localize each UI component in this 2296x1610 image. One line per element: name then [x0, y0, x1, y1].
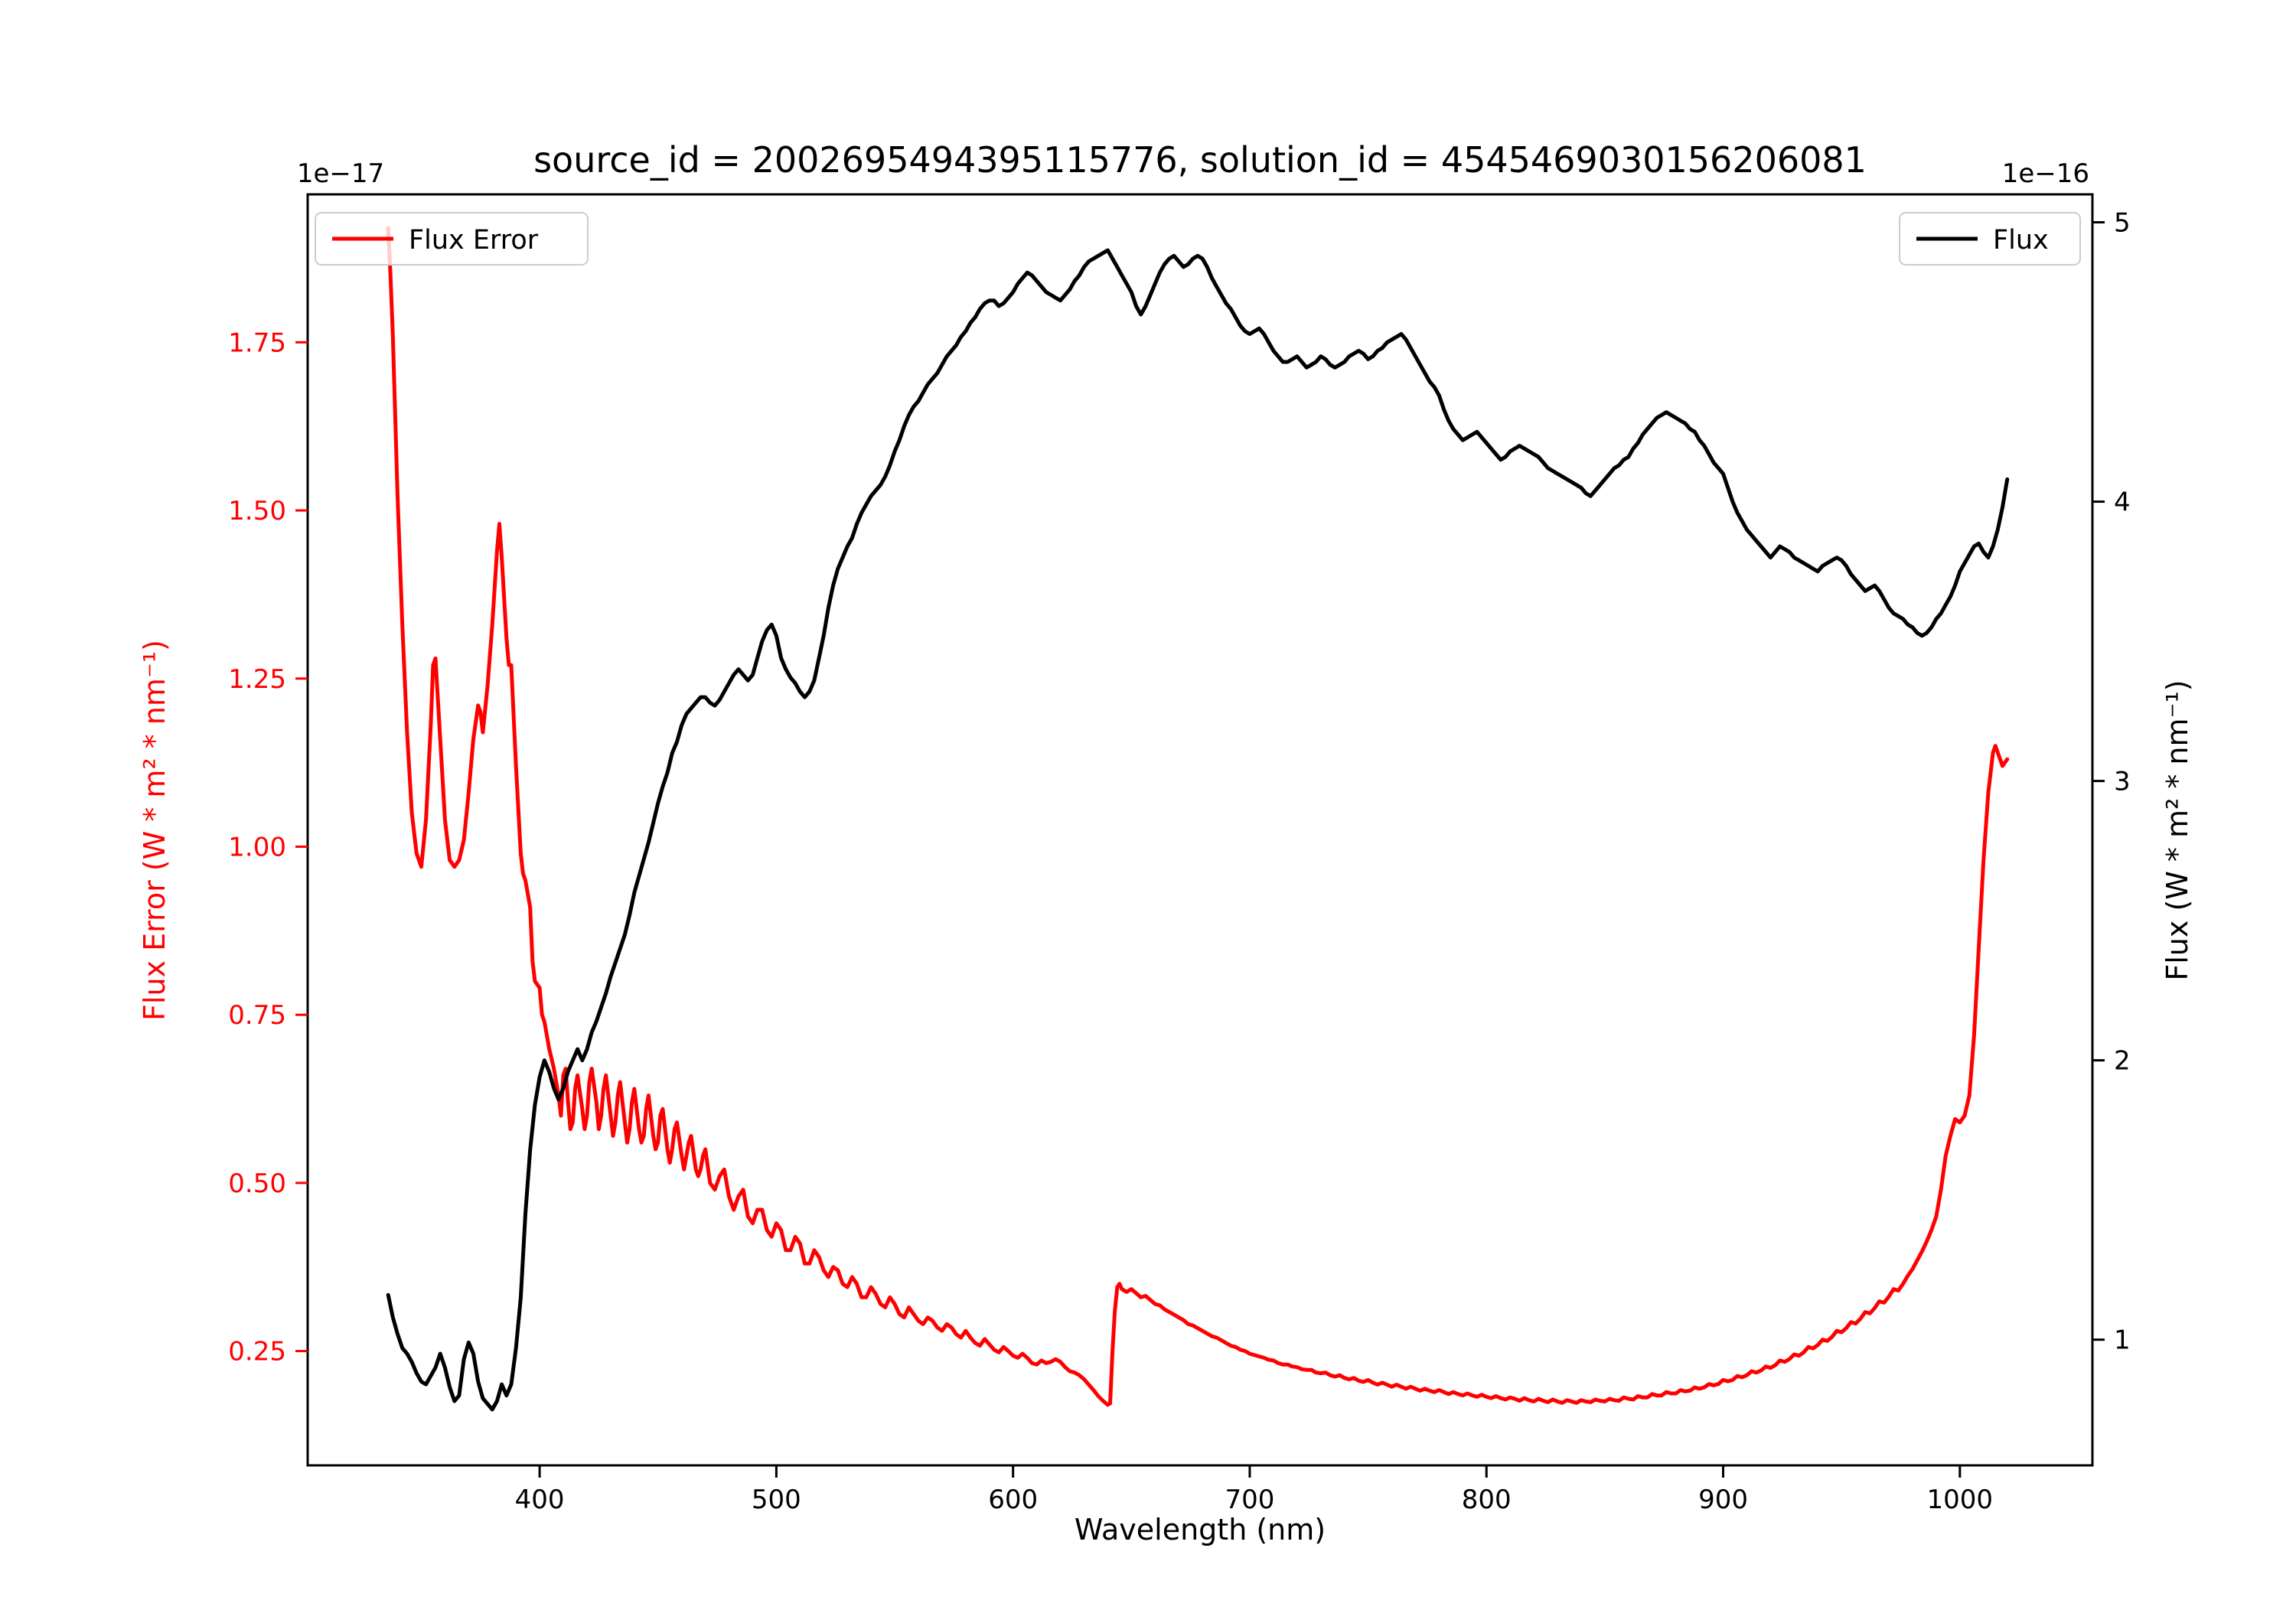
x-tick-label: 600	[988, 1485, 1038, 1515]
left-axis-offset-text: 1e−17	[297, 158, 384, 189]
right-y-tick-label: 2	[2114, 1046, 2131, 1077]
data-series-group	[386, 226, 2010, 1412]
chart-title: source_id = 2002695494395115776, solutio…	[533, 139, 1867, 181]
legend-flux-error: Flux Error	[315, 212, 589, 266]
right-y-tick-label: 5	[2114, 208, 2131, 239]
right-y-tick-label: 4	[2114, 487, 2131, 518]
left-y-tick-label: 0.75	[228, 1000, 286, 1031]
legend-box	[315, 212, 589, 266]
plot-background	[308, 194, 2092, 1465]
series-line-flux	[386, 248, 2010, 1412]
x-tick-label: 400	[515, 1485, 565, 1515]
left-y-tick-label: 1.00	[228, 832, 286, 862]
right-y-tick-label: 1	[2114, 1325, 2131, 1356]
x-tick-label: 500	[752, 1485, 801, 1515]
left-y-tick-label: 0.25	[228, 1337, 286, 1367]
x-tick-label: 1000	[1927, 1485, 1994, 1515]
legend-label-flux: Flux	[1993, 225, 2049, 256]
right-y-tick-label: 3	[2114, 767, 2131, 797]
left-y-tick-label: 1.50	[228, 496, 286, 526]
left-y-tick-label: 1.25	[228, 664, 286, 695]
ticks-group: 400 500 600 700 800 900 1000 0.25 0.50 0.75 1.00 1.…	[228, 208, 2130, 1515]
series-line-flux-error	[386, 226, 2010, 1407]
x-tick-label: 800	[1462, 1485, 1512, 1515]
right-axis-offset-text: 1e−16	[2002, 158, 2089, 189]
x-axis-label: Wavelength (nm)	[1075, 1513, 1326, 1546]
left-y-tick-label: 0.50	[228, 1168, 286, 1199]
x-tick-label: 700	[1225, 1485, 1274, 1515]
plot-border	[306, 193, 2094, 1467]
right-y-axis-label: Flux (W * m² * nm⁻¹)	[2161, 680, 2194, 980]
legend-flux: Flux	[1899, 212, 2081, 266]
left-y-axis-label: Flux Error (W * m² * nm⁻¹)	[138, 640, 171, 1021]
legend-box	[1899, 212, 2081, 266]
left-y-tick-label: 1.75	[228, 328, 286, 358]
x-tick-label: 900	[1698, 1485, 1748, 1515]
legend-label-flux-error: Flux Error	[409, 225, 539, 256]
